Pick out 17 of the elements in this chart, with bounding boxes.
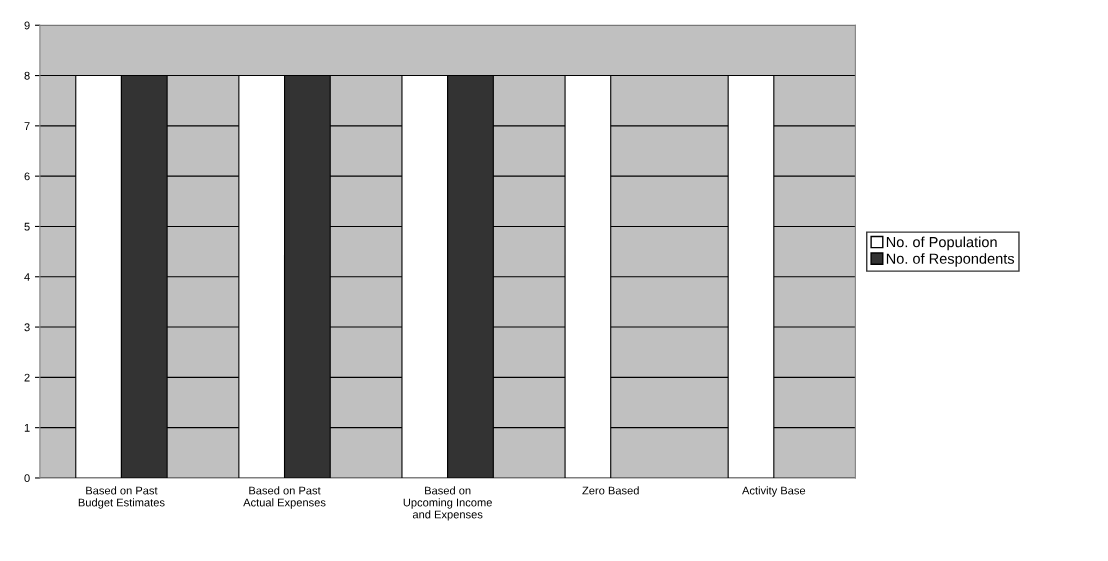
y-tick-label: 5 [24,222,30,231]
x-tick-label: Activity Base [742,486,806,497]
y-tick-label: 2 [24,373,30,382]
y-tick-label: 4 [24,273,30,281]
x-tick-label: Based on Past Actual Expenses [243,486,326,509]
y-tick-label: 7 [24,122,30,130]
y-tick-label: 8 [24,71,30,80]
x-tick-label: Based on Past Budget Estimates [78,486,165,509]
y-tick-label: 3 [24,323,30,332]
y-tick-label: 9 [24,21,30,30]
y-tick-label: 6 [24,172,30,181]
x-tick-label: Zero Based [582,486,639,495]
legend-label: No. of Population [886,236,997,251]
y-tick-label: 0 [24,474,30,483]
y-tick-label: 1 [24,424,30,432]
legend-label: No. of Respondents [886,253,1015,267]
x-tick-label: Based on Upcoming Income and Expenses [403,486,492,521]
